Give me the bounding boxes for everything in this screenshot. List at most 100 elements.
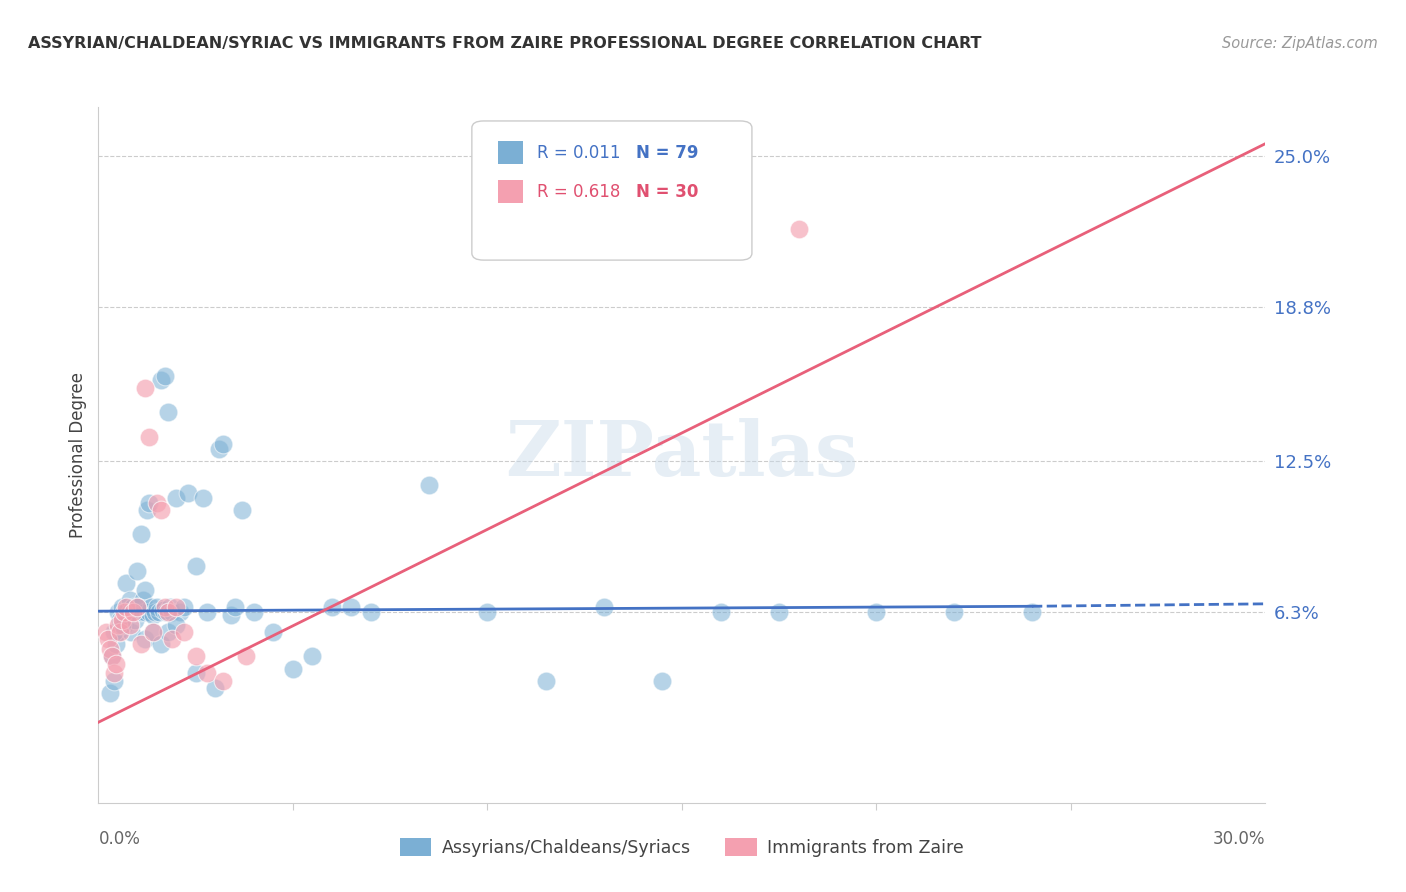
Point	[127, 600, 149, 615]
Point	[127, 606, 149, 620]
Point	[108, 624, 131, 639]
Point	[149, 503, 172, 517]
Point	[129, 527, 152, 541]
Point	[104, 657, 127, 671]
Point	[262, 624, 284, 639]
FancyBboxPatch shape	[498, 141, 523, 164]
Point	[219, 607, 242, 622]
Legend: Assyrians/Chaldeans/Syriacs, Immigrants from Zaire: Assyrians/Chaldeans/Syriacs, Immigrants …	[394, 831, 970, 863]
Point	[104, 637, 127, 651]
Point	[153, 368, 176, 383]
Point	[134, 632, 156, 647]
Point	[103, 624, 125, 639]
Point	[148, 606, 170, 620]
Point	[165, 600, 187, 615]
Point	[98, 642, 121, 657]
Point	[138, 429, 160, 443]
Point	[243, 606, 266, 620]
Point	[157, 405, 180, 419]
Text: R = 0.011: R = 0.011	[537, 144, 620, 161]
Point	[142, 624, 165, 639]
Point	[138, 606, 160, 620]
Point	[111, 600, 134, 615]
Point	[360, 606, 382, 620]
Point	[108, 613, 131, 627]
Point	[593, 600, 616, 615]
Point	[149, 637, 172, 651]
Point	[173, 600, 195, 615]
Point	[98, 686, 121, 700]
Point	[107, 606, 129, 620]
Point	[651, 673, 673, 688]
Point	[132, 593, 155, 607]
Point	[136, 503, 159, 517]
Point	[534, 673, 557, 688]
FancyBboxPatch shape	[472, 121, 752, 260]
Point	[787, 222, 810, 236]
Point	[103, 673, 125, 688]
Point	[152, 603, 174, 617]
Point	[134, 381, 156, 395]
Point	[235, 649, 257, 664]
Point	[212, 673, 235, 688]
Text: N = 30: N = 30	[637, 183, 699, 201]
Point	[477, 606, 499, 620]
Point	[710, 606, 733, 620]
Point	[142, 624, 165, 639]
Point	[162, 606, 184, 620]
Point	[101, 649, 124, 664]
Point	[184, 559, 207, 574]
Point	[118, 617, 141, 632]
Point	[114, 606, 136, 620]
Point	[127, 564, 149, 578]
Point	[157, 624, 180, 639]
Point	[204, 681, 226, 695]
Point	[129, 606, 152, 620]
Point	[112, 606, 135, 620]
Point	[117, 607, 139, 622]
Point	[162, 632, 184, 647]
Point	[224, 600, 246, 615]
Point	[165, 491, 187, 505]
Point	[114, 576, 136, 591]
Text: R = 0.618: R = 0.618	[537, 183, 620, 201]
Point	[122, 606, 145, 620]
Point	[134, 583, 156, 598]
Point	[128, 600, 150, 615]
Point	[118, 593, 141, 607]
Point	[122, 600, 145, 615]
Point	[195, 666, 218, 681]
Text: N = 79: N = 79	[637, 144, 699, 161]
Text: Source: ZipAtlas.com: Source: ZipAtlas.com	[1222, 36, 1378, 51]
Point	[142, 607, 165, 622]
Point	[112, 617, 135, 632]
Point	[149, 374, 172, 388]
Text: ASSYRIAN/CHALDEAN/SYRIAC VS IMMIGRANTS FROM ZAIRE PROFESSIONAL DEGREE CORRELATIO: ASSYRIAN/CHALDEAN/SYRIAC VS IMMIGRANTS F…	[28, 36, 981, 51]
Point	[212, 437, 235, 451]
Point	[184, 649, 207, 664]
Point	[193, 491, 215, 505]
Text: 0.0%: 0.0%	[98, 830, 141, 847]
Point	[121, 624, 143, 639]
FancyBboxPatch shape	[498, 180, 523, 203]
Point	[231, 503, 253, 517]
Point	[1021, 606, 1043, 620]
Point	[165, 617, 187, 632]
Point	[173, 624, 195, 639]
Point	[943, 606, 966, 620]
Point	[101, 649, 124, 664]
Point	[184, 666, 207, 681]
Text: ZIPatlas: ZIPatlas	[505, 418, 859, 491]
Point	[157, 606, 180, 620]
Point	[138, 495, 160, 509]
Point	[111, 617, 134, 632]
Point	[768, 606, 790, 620]
Point	[107, 624, 129, 639]
Point	[865, 606, 887, 620]
Point	[153, 600, 176, 615]
Point	[146, 600, 169, 615]
Point	[418, 478, 440, 492]
Point	[301, 649, 323, 664]
Point	[169, 606, 191, 620]
Point	[146, 495, 169, 509]
